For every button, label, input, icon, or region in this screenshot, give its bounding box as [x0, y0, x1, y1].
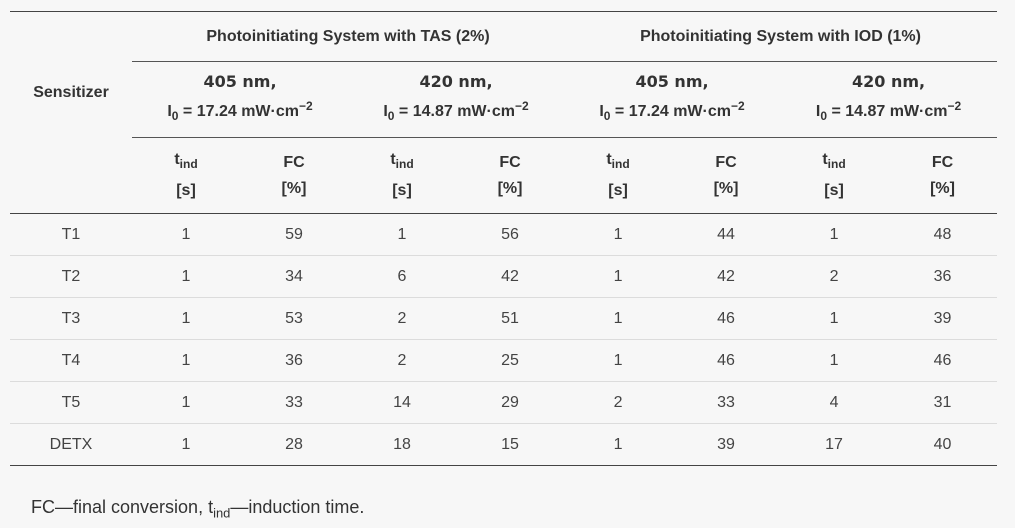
- table-row: DETX 1 28 18 15 1 39 17 40: [10, 423, 998, 466]
- value-cell: 1: [780, 339, 889, 382]
- sensitizer-cell: T1: [10, 213, 132, 256]
- table-row: T1 1 59 1 56 1 44 1 48: [10, 213, 998, 256]
- tind-header: tind [s]: [606, 151, 630, 199]
- intensity-label: I0 = 17.24 mW·cm−2: [599, 99, 745, 124]
- wavelength-header: 420 nm, I0 = 14.87 mW·cm−2: [780, 62, 997, 138]
- value-cell: 42: [672, 255, 781, 298]
- value-cell: 15: [456, 423, 565, 466]
- fc-header: FC [%]: [497, 153, 523, 197]
- group-header-iod: Photoinitiating System with IOD (1%): [564, 11, 998, 62]
- value-cell: 36: [240, 339, 348, 382]
- value-cell: 33: [672, 381, 781, 424]
- wavelength-label: 420 nm,: [419, 72, 493, 92]
- sensitizer-label: Sensitizer: [33, 83, 109, 101]
- value-cell: 1: [132, 297, 240, 340]
- value-cell: 1: [132, 339, 240, 382]
- fc-header: FC [%]: [930, 153, 955, 197]
- value-cell: 1: [132, 213, 240, 256]
- value-cell: 46: [672, 339, 781, 382]
- table-row: T5 1 33 14 29 2 33 4 31: [10, 381, 998, 424]
- tind-header: tind [s]: [390, 151, 414, 199]
- value-cell: 28: [240, 423, 348, 466]
- value-cell: 1: [132, 423, 240, 466]
- value-cell: 53: [240, 297, 348, 340]
- value-cell: 25: [456, 339, 565, 382]
- value-cell: 48: [888, 213, 998, 256]
- sensitizer-cell: T3: [10, 297, 132, 340]
- value-cell: 51: [456, 297, 565, 340]
- value-cell: 1: [564, 423, 673, 466]
- fc-header: FC [%]: [713, 153, 739, 197]
- value-cell: 1: [780, 297, 889, 340]
- value-cell: 46: [888, 339, 998, 382]
- wavelength-label: 420 nm,: [851, 72, 926, 92]
- wavelength-header: 405 nm, I0 = 17.24 mW·cm−2: [132, 62, 348, 138]
- value-cell: 40: [888, 423, 998, 466]
- intensity-label: I0 = 14.87 mW·cm−2: [815, 99, 962, 124]
- sensitizer-cell: T5: [10, 381, 132, 424]
- wavelength-header: 420 nm, I0 = 14.87 mW·cm−2: [348, 62, 564, 138]
- value-cell: 29: [456, 381, 565, 424]
- group-header-row: Sensitizer Photoinitiating System with T…: [10, 11, 998, 214]
- value-cell: 44: [672, 213, 781, 256]
- value-cell: 6: [348, 255, 456, 298]
- value-cell: 1: [564, 339, 673, 382]
- value-cell: 2: [348, 339, 456, 382]
- value-cell: 42: [456, 255, 565, 298]
- value-cell: 39: [672, 423, 781, 466]
- wavelength-header-row: 405 nm, I0 = 17.24 mW·cm−2 420 nm, I0 = …: [10, 62, 998, 138]
- value-cell: 39: [888, 297, 998, 340]
- value-cell: 31: [888, 381, 998, 424]
- value-cell: 2: [780, 255, 889, 298]
- sensitizer-header: Sensitizer: [10, 11, 132, 214]
- value-cell: 33: [240, 381, 348, 424]
- value-cell: 1: [564, 255, 673, 298]
- value-cell: 18: [348, 423, 456, 466]
- unit-header-row: tind [s] FC [%] tind [s] FC [%] tind [s] FC [%…: [10, 138, 998, 214]
- value-cell: 1: [348, 213, 456, 256]
- tind-header: tind [s]: [822, 151, 846, 199]
- value-cell: 2: [564, 381, 673, 424]
- wavelength-label: 405 nm,: [203, 72, 277, 92]
- sensitizer-cell: DETX: [10, 423, 132, 466]
- value-cell: 14: [348, 381, 456, 424]
- value-cell: 1: [132, 255, 240, 298]
- wavelength-label: 405 nm,: [635, 72, 709, 92]
- tind-header: tind [s]: [174, 151, 198, 199]
- value-cell: 1: [564, 297, 673, 340]
- value-cell: 4: [780, 381, 889, 424]
- table-footnote: FC—final conversion, tind—induction time…: [31, 497, 365, 521]
- value-cell: 1: [780, 213, 889, 256]
- fc-header: FC [%]: [281, 153, 307, 197]
- value-cell: 46: [672, 297, 781, 340]
- value-cell: 17: [780, 423, 889, 466]
- value-cell: 36: [888, 255, 998, 298]
- table-row: T3 1 53 2 51 1 46 1 39: [10, 297, 998, 340]
- value-cell: 2: [348, 297, 456, 340]
- sensitizer-cell: T4: [10, 339, 132, 382]
- intensity-label: I0 = 17.24 mW·cm−2: [167, 99, 313, 124]
- table-row: T2 1 34 6 42 1 42 2 36: [10, 255, 998, 298]
- value-cell: 59: [240, 213, 348, 256]
- value-cell: 1: [564, 213, 673, 256]
- intensity-label: I0 = 14.87 mW·cm−2: [383, 99, 529, 124]
- value-cell: 1: [132, 381, 240, 424]
- value-cell: 34: [240, 255, 348, 298]
- wavelength-header: 405 nm, I0 = 17.24 mW·cm−2: [564, 62, 780, 138]
- value-cell: 56: [456, 213, 565, 256]
- sensitizer-cell: T2: [10, 255, 132, 298]
- group-header-tas: Photoinitiating System with TAS (2%): [132, 11, 565, 62]
- table-row: T4 1 36 2 25 1 46 1 46: [10, 339, 998, 382]
- results-table: Sensitizer Photoinitiating System with T…: [10, 11, 998, 466]
